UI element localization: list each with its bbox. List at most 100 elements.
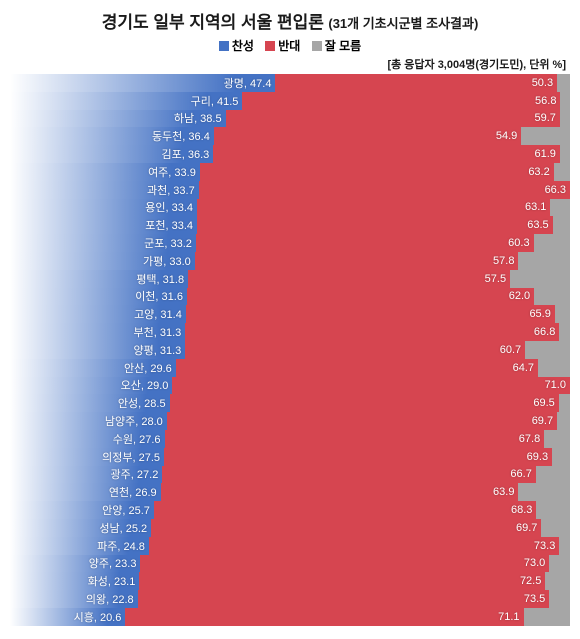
legend: 찬성 반대 잘 모름 <box>10 37 570 54</box>
segment-agree: 의왕, 22.8 <box>10 590 138 608</box>
bar-row: 가평, 33.057.8 <box>10 252 570 270</box>
disagree-label: 57.5 <box>481 273 510 285</box>
segment-agree: 안산, 29.6 <box>10 359 176 377</box>
segment-agree: 가평, 33.0 <box>10 252 195 270</box>
bar-row: 과천, 33.7 66.3 <box>10 181 570 199</box>
segment-disagree: 60.7 <box>185 341 525 359</box>
agree-label: 연천, 26.9 <box>105 484 161 500</box>
segment-agree: 포천, 33.4 <box>10 216 197 234</box>
agree-label: 화성, 23.1 <box>84 573 140 589</box>
bar-row: 동두천, 36.454.9 <box>10 127 570 145</box>
bar-row: 고양, 31.465.9 <box>10 305 570 323</box>
segment-dontknow <box>553 216 570 234</box>
segment-disagree: 69.3 <box>164 448 552 466</box>
bar-row: 오산, 29.071.0 <box>10 377 570 395</box>
segment-dontknow <box>538 359 570 377</box>
segment-disagree: 73.3 <box>149 537 559 555</box>
disagree-label: 73.0 <box>520 557 549 569</box>
bar-row: 여주, 33.963.2 <box>10 163 570 181</box>
chart-title: 경기도 일부 지역의 서울 편입론 (31개 기초시군별 조사결과) <box>10 8 570 33</box>
agree-label: 광명, 47.4 <box>220 75 276 91</box>
segment-agree: 광명, 47.4 <box>10 74 275 92</box>
segment-disagree: 56.8 <box>242 92 560 110</box>
bar-row: 화성, 23.1 72.5 <box>10 572 570 590</box>
segment-disagree: 67.8 <box>165 430 545 448</box>
agree-label: 부천, 31.3 <box>130 324 186 340</box>
bar-row: 부천, 31.366.8 <box>10 323 570 341</box>
segment-agree: 화성, 23.1 <box>10 572 139 590</box>
disagree-label: 54.9 <box>492 130 521 142</box>
bar-row: 포천, 33.463.5 <box>10 216 570 234</box>
segment-agree: 김포, 36.3 <box>10 145 213 163</box>
chart-container: 경기도 일부 지역의 서울 편입론 (31개 기초시군별 조사결과) 찬성 반대… <box>0 0 580 634</box>
bar-row: 평택, 31.8 57.5 <box>10 270 570 288</box>
bar-row: 안양, 25.768.3 <box>10 501 570 519</box>
segment-dontknow <box>534 288 570 306</box>
legend-agree-label: 찬성 <box>232 37 254 54</box>
segment-dontknow <box>560 110 570 128</box>
segment-disagree: 60.3 <box>196 234 534 252</box>
disagree-label: 66.3 <box>541 184 570 196</box>
segment-agree: 안성, 28.5 <box>10 394 170 412</box>
segment-agree: 안양, 25.7 <box>10 501 154 519</box>
segment-disagree: 65.9 <box>186 305 555 323</box>
bar-row: 용인, 33.463.1 <box>10 199 570 217</box>
segment-dontknow <box>549 555 570 573</box>
segment-agree: 양평, 31.3 <box>10 341 185 359</box>
bar-row: 구리, 41.556.8 <box>10 92 570 110</box>
legend-dontknow: 잘 모름 <box>312 37 361 54</box>
agree-label: 구리, 41.5 <box>187 93 243 109</box>
disagree-label: 72.5 <box>516 575 545 587</box>
title-main: 경기도 일부 지역의 서울 편입론 <box>102 13 324 32</box>
agree-label: 남양주, 28.0 <box>101 413 167 429</box>
disagree-label: 69.3 <box>523 451 552 463</box>
segment-dontknow <box>544 430 570 448</box>
segment-dontknow <box>554 163 570 181</box>
segment-agree: 평택, 31.8 <box>10 270 188 288</box>
disagree-label: 62.0 <box>505 290 534 302</box>
segment-dontknow <box>521 127 570 145</box>
agree-label: 시흥, 20.6 <box>70 609 126 625</box>
title-sub: (31개 기초시군별 조사결과) <box>328 16 478 31</box>
segment-agree: 부천, 31.3 <box>10 323 185 341</box>
segment-disagree: 63.9 <box>161 483 519 501</box>
segment-disagree: 66.3 <box>199 181 570 199</box>
segment-disagree: 69.5 <box>170 394 559 412</box>
agree-label: 파주, 24.8 <box>93 538 149 554</box>
legend-agree: 찬성 <box>219 37 254 54</box>
disagree-label: 71.1 <box>494 611 523 623</box>
segment-dontknow <box>534 234 570 252</box>
agree-label: 양평, 31.3 <box>130 342 186 358</box>
segment-dontknow <box>536 466 570 484</box>
agree-label: 양주, 23.3 <box>85 555 141 571</box>
agree-label: 성남, 25.2 <box>95 520 151 536</box>
bar-row: 광명, 47.450.3 <box>10 74 570 92</box>
segment-disagree: 73.0 <box>140 555 549 573</box>
legend-disagree: 반대 <box>265 37 300 54</box>
segment-disagree: 61.9 <box>213 145 560 163</box>
bar-row: 남양주, 28.069.7 <box>10 412 570 430</box>
segment-agree: 시흥, 20.6 <box>10 608 125 626</box>
segment-agree: 오산, 29.0 <box>10 377 172 395</box>
segment-agree: 구리, 41.5 <box>10 92 242 110</box>
segment-dontknow <box>536 501 570 519</box>
segment-dontknow <box>549 590 570 608</box>
bar-row: 성남, 25.269.7 <box>10 519 570 537</box>
agree-label: 수원, 27.6 <box>109 431 165 447</box>
disagree-label: 65.9 <box>525 308 554 320</box>
disagree-label: 73.3 <box>530 540 559 552</box>
disagree-label: 73.5 <box>520 593 549 605</box>
segment-disagree: 73.5 <box>138 590 550 608</box>
disagree-label: 69.5 <box>529 397 558 409</box>
segment-disagree: 62.0 <box>187 288 534 306</box>
segment-disagree: 68.3 <box>154 501 536 519</box>
segment-agree: 과천, 33.7 <box>10 181 199 199</box>
bar-row: 파주, 24.8 73.3 <box>10 537 570 555</box>
segment-disagree: 66.7 <box>162 466 536 484</box>
segment-disagree: 63.5 <box>197 216 553 234</box>
segment-agree: 군포, 33.2 <box>10 234 196 252</box>
agree-label: 의정부, 27.5 <box>98 449 164 465</box>
bar-row: 의왕, 22.8 73.5 <box>10 590 570 608</box>
bar-row: 수원, 27.667.8 <box>10 430 570 448</box>
segment-agree: 남양주, 28.0 <box>10 412 167 430</box>
